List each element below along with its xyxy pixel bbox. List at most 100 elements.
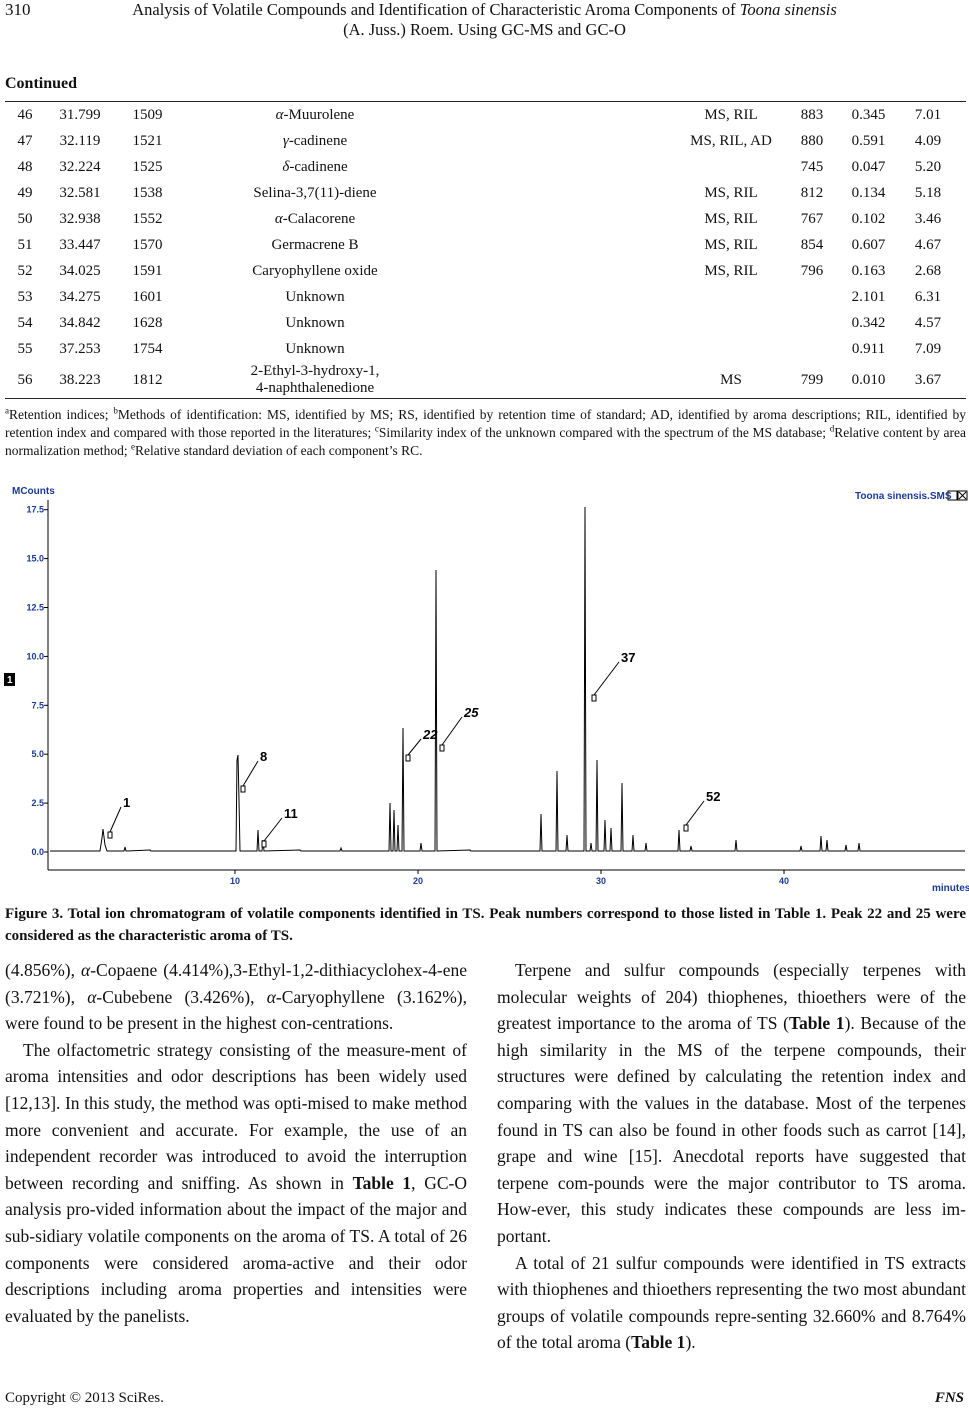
table-cell: MS, RIL, AD: [690, 132, 772, 149]
table-cell: Unknown: [285, 340, 345, 357]
table-cell: 0.345: [851, 106, 886, 123]
table-cell: 4.57: [914, 314, 942, 331]
text-sup: a: [5, 405, 9, 416]
y-tick-label: 15.0: [26, 554, 44, 564]
chromatogram-trace: [50, 506, 965, 852]
table-cell: 1628: [132, 314, 163, 331]
running-title-2: (A. Juss.) Roem. Using GC-MS and GC-O: [343, 20, 626, 39]
table-cell: 46: [17, 106, 33, 123]
table-cell: 34.275: [59, 288, 101, 305]
table-cell: 31.799: [59, 106, 101, 123]
window-icon: [947, 490, 958, 501]
table-cell: 52: [17, 262, 33, 279]
text-run: -Cubebene (3.426%),: [96, 986, 267, 1007]
text-sup: d: [829, 423, 835, 434]
table-cell: 880: [800, 132, 824, 149]
x-tick-label: 30: [596, 876, 606, 886]
spacer-cell: [450, 180, 685, 206]
table-row: 51 33.447 1570 Germacrene B MS, RIL 854 0.607 4…: [5, 232, 966, 258]
table-cell: 0.163: [851, 262, 886, 279]
y-tick-label: 7.5: [31, 700, 44, 710]
text-bold: Table 1: [788, 1013, 845, 1034]
table-cell: Caryophyllene oxide: [252, 262, 378, 279]
table-cell: 32.938: [59, 210, 101, 227]
table-cell: 47: [17, 132, 33, 149]
table-cell: 0.607: [851, 236, 886, 253]
table-cell: 1538: [132, 184, 163, 201]
figure-background: [0, 487, 969, 892]
table-cell: 38.223: [59, 371, 101, 388]
table-cell: 56: [17, 371, 33, 388]
trace-badge: [4, 673, 15, 686]
paragraph: Terpene and sulfur compounds (especially…: [497, 957, 966, 1250]
table-cell: 33.447: [59, 236, 101, 253]
table-cell: 745: [800, 158, 824, 175]
chromatogram: MCounts Toona sinensis.SMS 1 minutes 0.0…: [0, 487, 969, 892]
table-cell: [777, 284, 847, 310]
table-cell: 767: [800, 210, 824, 227]
table-cell: MS: [720, 371, 742, 388]
text-run: The olfactometric strategy consisting of…: [5, 1039, 467, 1193]
x-axis-label: minutes: [932, 883, 969, 892]
peak-label: 8: [260, 749, 267, 764]
file-label: Toona sinensis.SMS: [855, 491, 952, 502]
y-tick-label: 17.5: [26, 505, 44, 515]
close-icon: [957, 490, 968, 501]
spacer-cell: [450, 128, 685, 154]
text-run: Relative content by area normalization m…: [5, 425, 966, 458]
table-row: 47 32.119 1521 γ-cadinene MS, RIL, AD 880 0.59…: [5, 128, 966, 154]
y-tick-label: 0.0: [31, 847, 44, 857]
peak-marker: [683, 824, 689, 832]
table-caption: Continued: [5, 75, 78, 92]
spacer-cell: [450, 284, 685, 310]
table-cell: [685, 154, 777, 180]
spacer-cell: [450, 336, 685, 362]
spacer-cell: [450, 102, 685, 129]
table-cell: 1591: [132, 262, 163, 279]
table-cell: 3.46: [914, 210, 942, 227]
peak-marker: [591, 694, 597, 702]
spacer-cell: [450, 362, 685, 399]
title-text: Analysis of Volatile Compounds and Ident…: [132, 0, 740, 19]
y-tick-label: 5.0: [31, 749, 44, 759]
table-cell: 32.119: [59, 132, 101, 149]
table-cell: 4.67: [914, 236, 942, 253]
body-right-column: Terpene and sulfur compounds (especially…: [497, 957, 966, 1356]
page-number: 310: [5, 0, 31, 19]
table-row: 49 32.581 1538 Selina-3,7(11)-diene MS, RIL 8…: [5, 180, 966, 206]
text-run: ).: [685, 1332, 696, 1353]
spacer-cell: [450, 258, 685, 284]
text-bold: Table 1: [352, 1172, 412, 1193]
table-cell: 53: [17, 288, 33, 305]
peak-leader: [685, 800, 705, 826]
table-cell: 1509: [132, 106, 163, 123]
table-cell: 34.842: [59, 314, 101, 331]
table-cell: MS, RIL: [704, 210, 758, 227]
text-run: Similarity index of the unknown compared…: [378, 425, 830, 440]
table-cell: 2.101: [851, 288, 886, 305]
paragraph: (4.856%), α-Copaene (4.414%),3-Ethyl-1,2…: [5, 957, 467, 1037]
text-bold: Table 1: [631, 1332, 686, 1353]
table-cell: MS, RIL: [704, 262, 758, 279]
table-cell: 37.253: [59, 340, 101, 357]
peak-marker: [261, 840, 267, 848]
peak-label: 52: [706, 789, 720, 804]
peak-marker: [439, 744, 445, 752]
y-axis-label: MCounts: [12, 487, 55, 497]
table-row: 54 34.842 1628 Unknown 0.342 4.57: [5, 310, 966, 336]
table-cell: MS, RIL: [704, 236, 758, 253]
table-cell: 55: [17, 340, 33, 357]
table-row: 56 38.223 1812 2-Ethyl-3-hydroxy-1, 4-napht…: [5, 362, 966, 399]
table-cell: [777, 310, 847, 336]
copyright: Copyright © 2013 SciRes.: [5, 1390, 164, 1406]
table-cell: 1754: [132, 340, 163, 357]
table-cell: 51: [17, 236, 33, 253]
table-cell: 799: [800, 371, 824, 388]
y-tick-label: 10.0: [26, 651, 44, 661]
text-run: Retention indices;: [9, 407, 114, 422]
table-cell: MS, RIL: [704, 184, 758, 201]
spacer-cell: [450, 206, 685, 232]
peak-leader: [242, 760, 259, 787]
table-cell: 7.09: [914, 340, 942, 357]
